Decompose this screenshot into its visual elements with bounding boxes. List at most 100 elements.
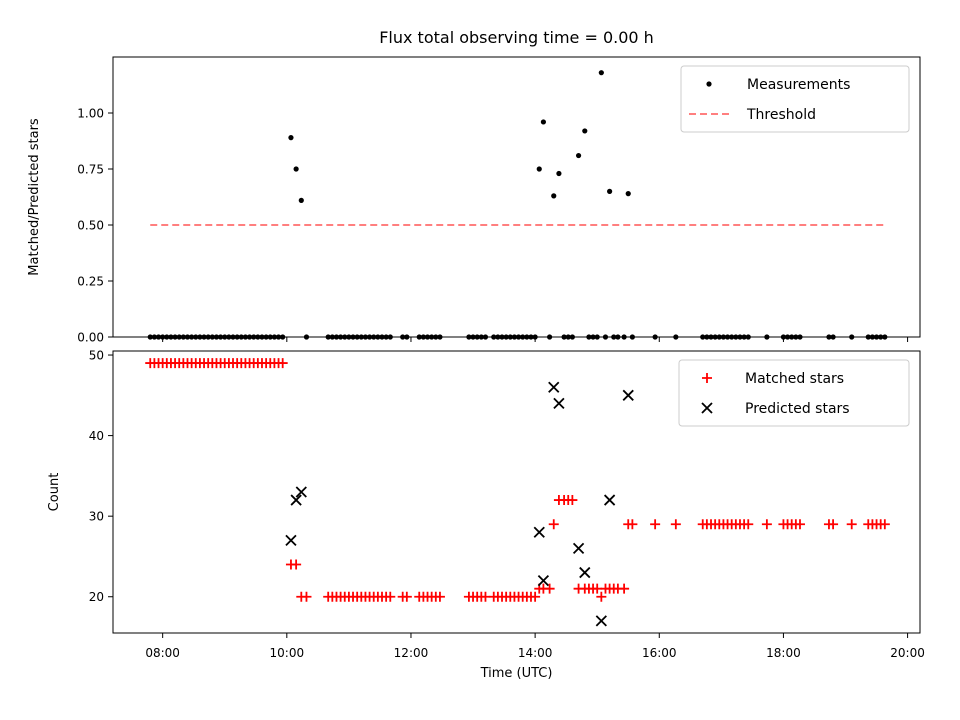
measurement-point [420,334,426,340]
measurement-point [565,334,571,340]
measurement-point [259,334,265,340]
measurement-point [586,334,592,340]
measurement-point [474,334,480,340]
measurement-point [590,334,596,340]
measurement-point [213,334,220,340]
measurement-point [184,334,191,340]
measurement-point [303,334,310,340]
measurement-point [511,334,518,340]
measurement-point [362,334,369,340]
matched-star-marker [385,591,396,602]
predicted-star-marker [595,615,607,627]
measurement-point [520,334,526,340]
predicted-star-marker [285,534,297,546]
measurement-point [288,135,294,141]
matched-star-marker [650,519,661,530]
predicted-star-marker [537,574,550,587]
measurement-point [246,334,253,340]
measurement-point [424,334,431,340]
measurement-point [611,334,617,340]
matched-star-marker [743,519,754,530]
legend-label: Threshold [746,107,816,123]
measurement-point [528,334,534,340]
x-tick-label: 10:00 [270,646,305,660]
legend-box [680,65,910,133]
measurement-point [499,334,505,340]
measurement-point [745,334,751,340]
matched-star-marker [434,591,445,602]
measurement-point [226,334,232,340]
measurement-point [416,334,422,340]
measurement-point [789,334,795,340]
legend-label: Measurements [747,77,850,93]
measurement-point [865,334,871,340]
x-tick-label: 14:00 [518,646,553,660]
measurement-point [556,170,562,177]
measurement-point [869,334,876,340]
measurement-point [569,334,575,340]
measurement-point [329,334,335,340]
measurement-point [478,334,484,340]
measurement-point [515,334,522,340]
measurement-point [168,334,174,340]
y-tick-label: 0.00 [77,331,104,345]
measurement-point [652,334,658,340]
measurement-point [602,334,609,340]
matched-star-marker [794,519,805,530]
measurement-point [429,334,435,340]
measurement-point [433,334,439,340]
measurement-point [470,334,476,340]
measurement-point [733,334,739,340]
measurement-point [350,334,356,340]
measurement-point [180,334,186,340]
predicted-star-marker [295,486,307,498]
matched-star-marker [619,583,630,594]
measurement-point [400,334,406,340]
measurement-point [700,334,706,340]
x-tick-label: 16:00 [642,646,677,660]
measurement-point [793,334,799,340]
measurement-point [375,334,381,340]
x-tick-label: 18:00 [766,646,801,660]
predicted-star-marker [603,494,616,506]
measurement-point [267,334,273,340]
measurement-point [741,334,747,340]
measurement-point [346,334,352,340]
x-tick-label: 20:00 [890,646,925,660]
matched-star-marker [401,591,412,602]
measurement-point [437,334,443,340]
predicted-star-marker [553,397,565,410]
measurement-point [155,334,162,340]
measurement-point [561,334,567,340]
measurement-point [575,152,582,159]
y-axis-label: Count [47,473,62,512]
matched-star-marker [301,591,312,602]
x-tick-label: 12:00 [394,646,429,660]
measurement-point [830,334,836,340]
y-tick-label: 0.50 [77,219,104,233]
measurement-point [536,166,542,172]
measurement-point [712,334,718,340]
measurement-point [293,166,299,172]
measurement-point [532,334,538,340]
top-panel: Flux total observing time = 0.00 h 0.00 0.… [27,28,921,345]
measurement-point [524,334,530,340]
matched-star-marker [291,559,302,570]
measurement-point [234,334,240,340]
bottom-panel: 08:00 10:00 12:00 14:00 16:00 18:00 20:00 20 30 4… [47,349,925,681]
matched-star-marker [544,583,555,594]
measurement-point [507,334,513,340]
predicted-star-marker [622,389,634,401]
measurement-point [176,334,182,340]
measurement-point [197,334,203,340]
measurement-point [594,334,600,340]
predicted-star-marker [579,566,591,579]
measurement-point [358,334,364,340]
measurement-point [737,334,743,340]
measurement-point [230,334,236,340]
measurement-point [873,334,880,340]
measurement-point [878,334,884,340]
measurement-point [280,334,286,340]
measurement-point [172,334,178,340]
